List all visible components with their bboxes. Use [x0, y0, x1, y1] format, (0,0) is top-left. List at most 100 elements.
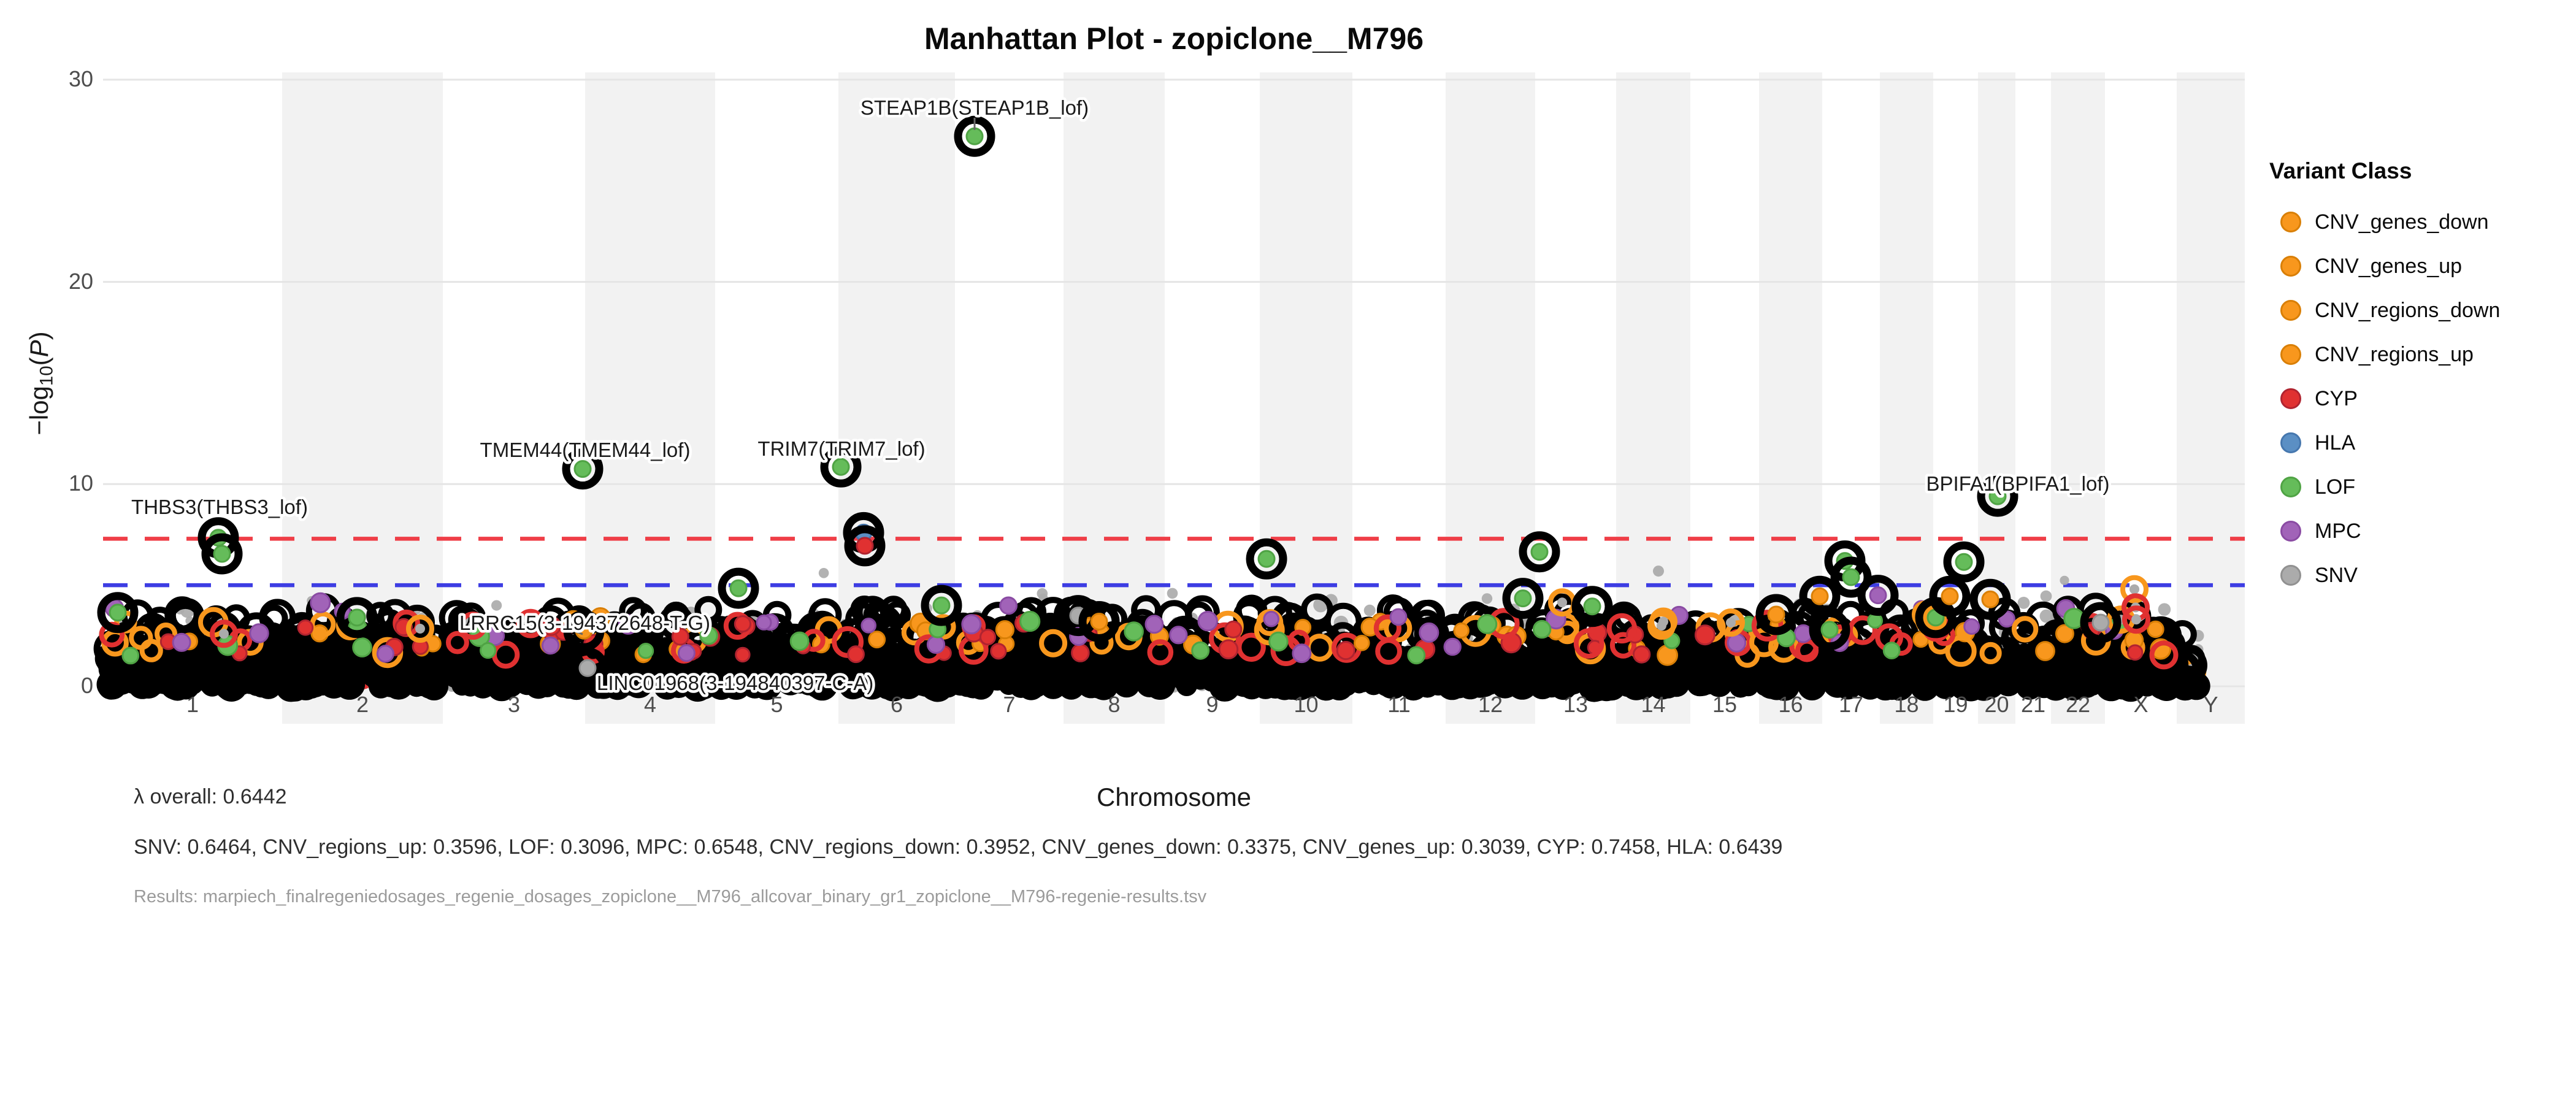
highlighted-point	[2080, 602, 2122, 643]
ring-point	[2122, 605, 2150, 634]
legend-label: SNV	[2315, 563, 2358, 587]
legend-item-CNV_genes_down: CNV_genes_down	[2269, 200, 2570, 244]
legend-item-CNV_regions_up: CNV_regions_up	[2269, 332, 2570, 377]
highlighted-point	[921, 585, 962, 626]
y-axis-label-subscript: 10	[36, 366, 57, 386]
legend-swatch-MPC	[2280, 521, 2301, 542]
legend-swatch-CNV_genes_down	[2280, 212, 2301, 232]
ring-point	[1717, 608, 1745, 637]
highlighted-point	[1969, 578, 2011, 620]
ring-point	[1649, 607, 1677, 636]
highlighted-point	[97, 592, 139, 634]
chromosome-tick-19: 19	[1943, 692, 1968, 717]
y-axis-label-open-paren: (	[25, 357, 53, 366]
legend: Variant Class CNV_genes_down CNV_genes_up…	[2269, 158, 2570, 597]
legend-item-HLA: HLA	[2269, 421, 2570, 465]
ring-point	[406, 615, 434, 643]
highlighted-point	[718, 567, 759, 609]
chromosome-tick-10: 10	[1294, 692, 1319, 717]
highlighted-point-BPIFA1	[1977, 475, 2018, 517]
legend-label: CNV_regions_up	[2315, 342, 2474, 366]
chromosome-tick-2: 2	[356, 692, 369, 717]
chromosome-stripe-Y	[2177, 72, 2245, 724]
chromosome-tick-21: 21	[2020, 692, 2046, 717]
y-tick-10: 10	[68, 470, 93, 496]
chromosome-tick-17: 17	[1838, 692, 1864, 717]
highlighted-point	[1857, 575, 1899, 616]
gene-annotations: THBS3(THBS3_lof) TMEM44(TMEM44_lof) TRIM7(…	[129, 94, 2112, 697]
highlighted-point-LRRC15	[563, 610, 605, 651]
highlighted-point	[1943, 541, 1985, 583]
y-axis-label-variable: P	[25, 340, 53, 358]
gene-label: TRIM7(TRIM7_lof)	[757, 437, 925, 460]
highlighted-point	[1830, 556, 1872, 598]
chromosome-tick-5: 5	[770, 692, 783, 717]
y-tick-20: 20	[68, 268, 93, 294]
highlighted-points	[97, 115, 2150, 689]
legend-label: LOF	[2315, 475, 2356, 499]
legend-swatch-SNV	[2280, 565, 2301, 586]
highlighted-point	[336, 597, 378, 638]
gene-label: THBS3(THBS3_lof)	[131, 496, 308, 518]
y-tick-30: 30	[68, 66, 93, 91]
legend-label: CNV_genes_down	[2315, 210, 2489, 234]
plot-title: Manhattan Plot - zopiclone__M796	[924, 21, 1424, 56]
ring-point	[2120, 575, 2149, 604]
legend-label: CNV_regions_down	[2315, 298, 2501, 322]
legend-swatch-CNV_regions_down	[2280, 300, 2301, 321]
chromosome-tick-1: 1	[186, 692, 199, 717]
y-axis-label: −log10(P)	[25, 261, 59, 506]
legend-title: Variant Class	[2269, 158, 2412, 183]
chromosome-tick-3: 3	[507, 692, 521, 717]
chromosome-tick-16: 16	[1778, 692, 1803, 717]
legend-swatch-HLA	[2280, 432, 2301, 453]
gene-label: STEAP1B(STEAP1B_lof)	[861, 96, 1089, 119]
chromosome-tick-15: 15	[1712, 692, 1738, 717]
y-axis-label-prefix: −log	[25, 386, 53, 435]
highlighted-point	[1078, 601, 1120, 642]
chromosome-tick-12: 12	[1478, 692, 1503, 717]
legend-item-CYP: CYP	[2269, 377, 2570, 421]
chromosome-tick-4: 4	[643, 692, 657, 717]
y-axis-label-close-paren: )	[25, 331, 53, 340]
ring-point	[210, 619, 238, 648]
chromosome-tick-9: 9	[1206, 692, 1219, 717]
extra-point	[1653, 565, 1664, 577]
legend-swatch-CYP	[2280, 388, 2301, 409]
legend-item-LOF: LOF	[2269, 465, 2570, 509]
highlighted-point-THBS3	[201, 533, 243, 575]
ring-point	[459, 611, 487, 640]
highlighted-point-TRIM7	[820, 446, 862, 488]
chromosome-tick-22: 22	[2065, 692, 2091, 717]
chromosome-tick-7: 7	[1003, 692, 1016, 717]
legend-label: HLA	[2315, 431, 2356, 454]
footnote-lambda-overall: λ overall: 0.6442	[134, 785, 287, 808]
y-tick-0: 0	[80, 673, 93, 698]
gene-label: TMEM44(TMEM44_lof)	[480, 439, 691, 461]
gene-label: LINC01968(3-194840397-C-A)	[597, 672, 873, 694]
chromosome-tick-11: 11	[1387, 692, 1411, 717]
chromosome-tick-13: 13	[1563, 692, 1589, 717]
highlighted-point	[1519, 531, 1560, 573]
footnote-lambda-by-class: SNV: 0.6464, CNV_regions_up: 0.3596, LOF…	[134, 835, 1783, 859]
legend-label: CNV_genes_up	[2315, 254, 2463, 278]
legend-label: MPC	[2315, 519, 2361, 543]
highlighted-point	[1502, 578, 1544, 619]
legend-swatch-CNV_regions_up	[2280, 344, 2301, 365]
highlighted-point	[1809, 609, 1850, 651]
gene-label: LRRC15(3-194372648-T-G)	[459, 611, 710, 634]
chromosome-tick-14: 14	[1641, 692, 1666, 717]
legend-item-SNV: SNV	[2269, 553, 2570, 597]
chromosome-tick-20: 20	[1984, 692, 2009, 717]
legend-item-CNV_regions_down: CNV_regions_down	[2269, 288, 2570, 332]
x-axis-label: Chromosome	[1096, 783, 1252, 811]
legend-item-CNV_genes_up: CNV_genes_up	[2269, 244, 2570, 288]
chromosome-tick-6: 6	[890, 692, 903, 717]
chromosome-tick-8: 8	[1108, 692, 1121, 717]
legend-swatch-CNV_genes_up	[2280, 256, 2301, 277]
highlighted-point	[1929, 575, 1971, 617]
highlighted-point	[1571, 586, 1613, 627]
highlighted-point	[1246, 538, 1287, 580]
legend-swatch-LOF	[2280, 477, 2301, 497]
